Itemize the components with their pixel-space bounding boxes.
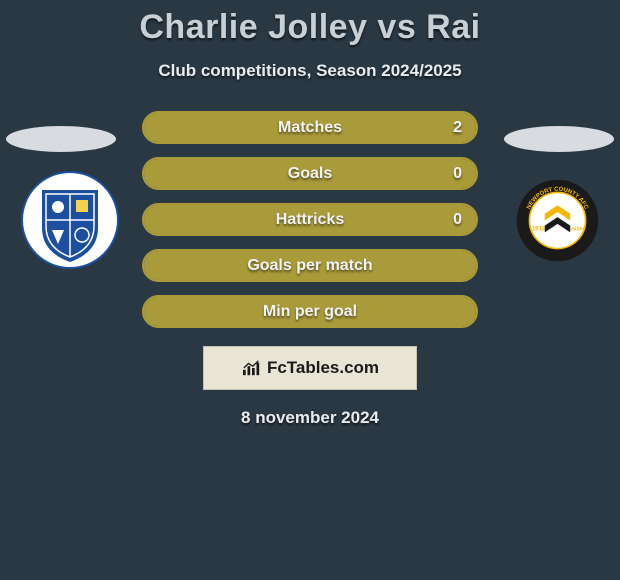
stat-label: Matches [278, 119, 342, 137]
right-ellipse [504, 126, 614, 152]
date-text: 8 november 2024 [0, 408, 620, 428]
stat-value: 0 [453, 165, 462, 183]
stat-label: Hattricks [276, 211, 344, 229]
stat-row: Matches 2 [142, 111, 478, 144]
right-crest-exiles: exiles [571, 227, 585, 233]
stat-row: Goals per match [142, 249, 478, 282]
right-crest-year: 1912 [532, 227, 546, 233]
stat-row: Hattricks 0 [142, 203, 478, 236]
right-club-crest: NEWPORT COUNTY AFC 1912 exiles [515, 178, 600, 263]
stat-label: Goals [288, 165, 332, 183]
subtitle: Club competitions, Season 2024/2025 [0, 61, 620, 81]
stat-value: 0 [453, 211, 462, 229]
stats-block: Matches 2 Goals 0 Hattricks 0 Goals per match M… [142, 111, 478, 328]
left-ellipse [6, 126, 116, 152]
brand-text: FcTables.com [267, 358, 379, 378]
stat-label: Min per goal [263, 303, 357, 321]
stat-row: Goals 0 [142, 157, 478, 190]
brand-chart-icon [241, 359, 263, 377]
stat-label: Goals per match [247, 257, 372, 275]
left-club-crest [20, 170, 120, 270]
page-title: Charlie Jolley vs Rai [0, 0, 620, 47]
stat-row: Min per goal [142, 295, 478, 328]
stat-value: 2 [453, 119, 462, 137]
brand-box[interactable]: FcTables.com [203, 346, 417, 390]
